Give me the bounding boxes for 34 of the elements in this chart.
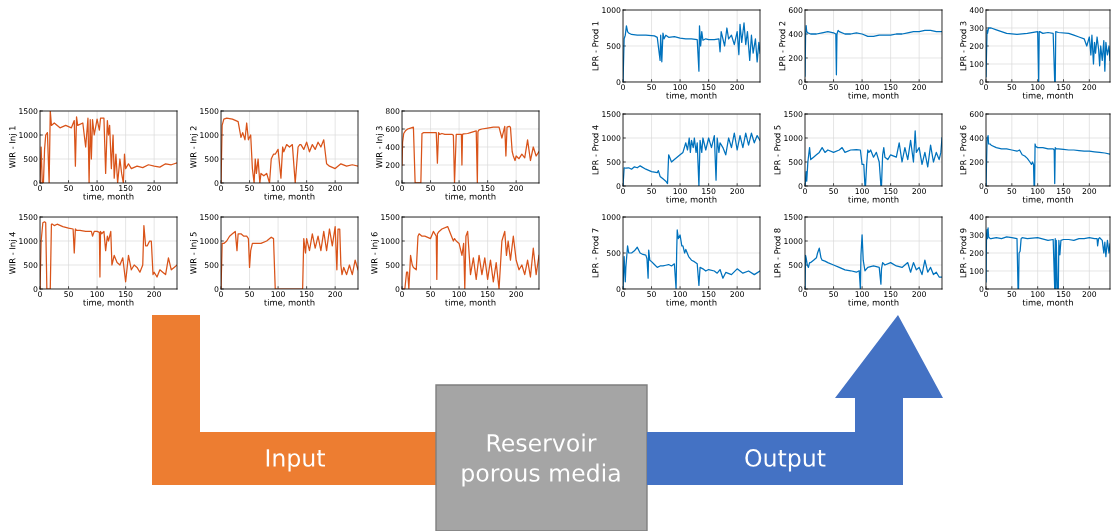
y-axis-title: LPR - Prod 5 (774, 125, 781, 175)
y-axis-title: WIR - Inj 3 (375, 126, 384, 169)
x-axis-title: time, month (264, 299, 315, 307)
x-axis-title: time, month (83, 299, 134, 307)
x-axis-title: time, month (1022, 299, 1073, 307)
y-axis-title: LPR - Prod 2 (778, 21, 786, 71)
y-axis-title: WIR - Inj 5 (190, 232, 199, 275)
x-axis-title: time, month (666, 196, 717, 204)
text: Input (266, 449, 325, 472)
x-axis-title: time, month (1022, 92, 1073, 100)
x-axis-title: time, month (83, 193, 134, 201)
line-series (40, 111, 177, 183)
x-axis-title: time, month (445, 299, 496, 307)
x-axis-title: time, month (848, 299, 899, 307)
y-axis-title: LPR - Prod 9 (959, 228, 967, 278)
y-axis-title: LPR - Prod 1 (592, 21, 599, 71)
y-axis-title: LPR - Prod 8 (774, 228, 781, 278)
x-axis-title: time, month (264, 193, 315, 201)
y-axis-title: LPR - Prod 3 (959, 21, 967, 71)
x-axis-title: time, month (666, 92, 717, 100)
text: Reservoir porous media (462, 433, 620, 487)
y-axis-title: LPR - Prod 7 (592, 228, 599, 278)
y-axis-title: WIR - Inj 6 (371, 232, 380, 275)
x-axis-title: time, month (445, 193, 496, 201)
y-axis-title: LPR - Prod 6 (959, 125, 967, 175)
y-axis-title: WIR - Inj 2 (190, 126, 199, 169)
x-axis-title: time, month (848, 92, 899, 100)
x-axis-title: time, month (1022, 196, 1073, 204)
y-axis-title: WIR - Inj 1 (9, 126, 18, 169)
y-axis-title: LPR - Prod 4 (592, 125, 599, 175)
y-axis-title: WIR - Inj 4 (9, 232, 18, 275)
text: Output (745, 448, 826, 472)
x-axis-title: time, month (848, 196, 899, 204)
x-axis-title: time, month (666, 299, 717, 307)
